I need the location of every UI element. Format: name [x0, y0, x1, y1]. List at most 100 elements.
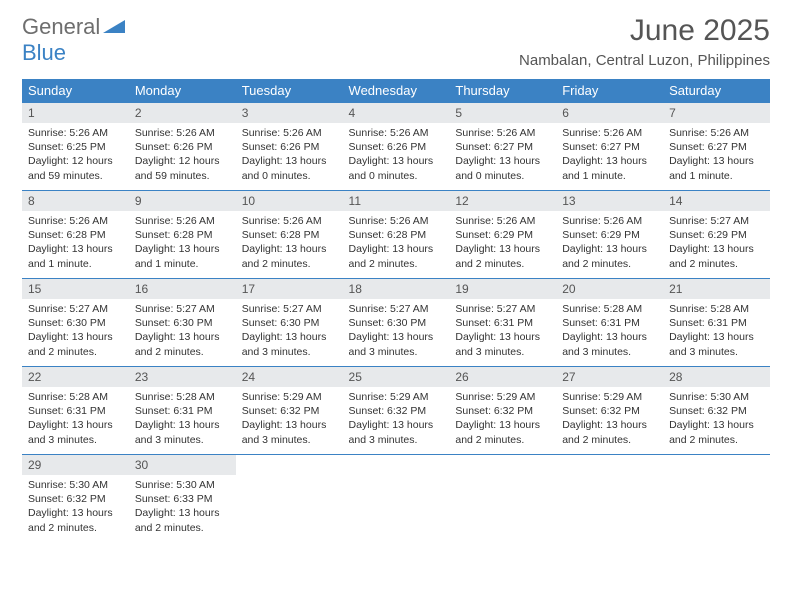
- sunrise-text: Sunrise: 5:26 AM: [349, 126, 444, 140]
- sunset-text: Sunset: 6:33 PM: [135, 492, 230, 506]
- calendar-cell: 20Sunrise: 5:28 AMSunset: 6:31 PMDayligh…: [556, 279, 663, 367]
- day-data: Sunrise: 5:26 AMSunset: 6:27 PMDaylight:…: [556, 123, 663, 189]
- day-number: 8: [22, 191, 129, 211]
- calendar-cell: [556, 455, 663, 543]
- day-number: 18: [343, 279, 450, 299]
- daylight-text: Daylight: 13 hours and 3 minutes.: [242, 330, 337, 358]
- calendar-cell: 23Sunrise: 5:28 AMSunset: 6:31 PMDayligh…: [129, 367, 236, 455]
- calendar-row: 15Sunrise: 5:27 AMSunset: 6:30 PMDayligh…: [22, 279, 770, 367]
- sunset-text: Sunset: 6:32 PM: [562, 404, 657, 418]
- day-data: Sunrise: 5:26 AMSunset: 6:27 PMDaylight:…: [663, 123, 770, 189]
- daylight-text: Daylight: 13 hours and 3 minutes.: [28, 418, 123, 446]
- day-number: 13: [556, 191, 663, 211]
- day-data: Sunrise: 5:26 AMSunset: 6:28 PMDaylight:…: [22, 211, 129, 277]
- day-number: 12: [449, 191, 556, 211]
- calendar-cell: 29Sunrise: 5:30 AMSunset: 6:32 PMDayligh…: [22, 455, 129, 543]
- title-block: June 2025 Nambalan, Central Luzon, Phili…: [519, 14, 770, 69]
- calendar-cell: 15Sunrise: 5:27 AMSunset: 6:30 PMDayligh…: [22, 279, 129, 367]
- calendar-cell: 8Sunrise: 5:26 AMSunset: 6:28 PMDaylight…: [22, 191, 129, 279]
- calendar-cell: 30Sunrise: 5:30 AMSunset: 6:33 PMDayligh…: [129, 455, 236, 543]
- sunset-text: Sunset: 6:27 PM: [562, 140, 657, 154]
- day-data: Sunrise: 5:26 AMSunset: 6:28 PMDaylight:…: [236, 211, 343, 277]
- sunrise-text: Sunrise: 5:26 AM: [28, 126, 123, 140]
- daylight-text: Daylight: 13 hours and 2 minutes.: [28, 330, 123, 358]
- day-number: 24: [236, 367, 343, 387]
- sunset-text: Sunset: 6:32 PM: [349, 404, 444, 418]
- logo: General Blue: [22, 14, 125, 66]
- daylight-text: Daylight: 13 hours and 0 minutes.: [455, 154, 550, 182]
- calendar-cell: 4Sunrise: 5:26 AMSunset: 6:26 PMDaylight…: [343, 103, 450, 191]
- calendar-cell: [343, 455, 450, 543]
- sunrise-text: Sunrise: 5:30 AM: [28, 478, 123, 492]
- sunrise-text: Sunrise: 5:27 AM: [455, 302, 550, 316]
- calendar-row: 29Sunrise: 5:30 AMSunset: 6:32 PMDayligh…: [22, 455, 770, 543]
- day-number: 21: [663, 279, 770, 299]
- weekday-header: Sunday: [22, 79, 129, 103]
- day-data: Sunrise: 5:28 AMSunset: 6:31 PMDaylight:…: [129, 387, 236, 453]
- calendar-cell: 12Sunrise: 5:26 AMSunset: 6:29 PMDayligh…: [449, 191, 556, 279]
- calendar-body: 1Sunrise: 5:26 AMSunset: 6:25 PMDaylight…: [22, 103, 770, 543]
- sunrise-text: Sunrise: 5:28 AM: [28, 390, 123, 404]
- day-data: Sunrise: 5:26 AMSunset: 6:29 PMDaylight:…: [449, 211, 556, 277]
- daylight-text: Daylight: 13 hours and 3 minutes.: [349, 330, 444, 358]
- sunrise-text: Sunrise: 5:26 AM: [135, 126, 230, 140]
- calendar-row: 8Sunrise: 5:26 AMSunset: 6:28 PMDaylight…: [22, 191, 770, 279]
- day-data: Sunrise: 5:26 AMSunset: 6:27 PMDaylight:…: [449, 123, 556, 189]
- day-data: Sunrise: 5:26 AMSunset: 6:28 PMDaylight:…: [343, 211, 450, 277]
- calendar-cell: 9Sunrise: 5:26 AMSunset: 6:28 PMDaylight…: [129, 191, 236, 279]
- sunset-text: Sunset: 6:29 PM: [562, 228, 657, 242]
- day-data: Sunrise: 5:26 AMSunset: 6:28 PMDaylight:…: [129, 211, 236, 277]
- sunset-text: Sunset: 6:26 PM: [135, 140, 230, 154]
- daylight-text: Daylight: 13 hours and 2 minutes.: [669, 242, 764, 270]
- calendar-cell: 3Sunrise: 5:26 AMSunset: 6:26 PMDaylight…: [236, 103, 343, 191]
- calendar-cell: [663, 455, 770, 543]
- calendar-cell: 14Sunrise: 5:27 AMSunset: 6:29 PMDayligh…: [663, 191, 770, 279]
- daylight-text: Daylight: 13 hours and 2 minutes.: [562, 242, 657, 270]
- weekday-header-row: Sunday Monday Tuesday Wednesday Thursday…: [22, 79, 770, 103]
- calendar-cell: 26Sunrise: 5:29 AMSunset: 6:32 PMDayligh…: [449, 367, 556, 455]
- day-data: Sunrise: 5:29 AMSunset: 6:32 PMDaylight:…: [343, 387, 450, 453]
- day-number: 14: [663, 191, 770, 211]
- calendar-cell: 28Sunrise: 5:30 AMSunset: 6:32 PMDayligh…: [663, 367, 770, 455]
- day-number: 15: [22, 279, 129, 299]
- daylight-text: Daylight: 13 hours and 3 minutes.: [455, 330, 550, 358]
- sunrise-text: Sunrise: 5:30 AM: [135, 478, 230, 492]
- sunrise-text: Sunrise: 5:26 AM: [242, 126, 337, 140]
- sunrise-text: Sunrise: 5:29 AM: [562, 390, 657, 404]
- sunrise-text: Sunrise: 5:26 AM: [669, 126, 764, 140]
- day-number: 5: [449, 103, 556, 123]
- sunrise-text: Sunrise: 5:29 AM: [242, 390, 337, 404]
- day-data: Sunrise: 5:29 AMSunset: 6:32 PMDaylight:…: [556, 387, 663, 453]
- calendar-table: Sunday Monday Tuesday Wednesday Thursday…: [22, 79, 770, 543]
- day-number: 11: [343, 191, 450, 211]
- calendar-cell: 18Sunrise: 5:27 AMSunset: 6:30 PMDayligh…: [343, 279, 450, 367]
- day-data: Sunrise: 5:26 AMSunset: 6:25 PMDaylight:…: [22, 123, 129, 189]
- daylight-text: Daylight: 13 hours and 2 minutes.: [669, 418, 764, 446]
- sunset-text: Sunset: 6:30 PM: [135, 316, 230, 330]
- logo-part2: Blue: [22, 40, 66, 65]
- day-data: Sunrise: 5:29 AMSunset: 6:32 PMDaylight:…: [449, 387, 556, 453]
- day-number: 17: [236, 279, 343, 299]
- day-data: Sunrise: 5:30 AMSunset: 6:32 PMDaylight:…: [22, 475, 129, 541]
- sunset-text: Sunset: 6:28 PM: [242, 228, 337, 242]
- day-number: 28: [663, 367, 770, 387]
- calendar-cell: 1Sunrise: 5:26 AMSunset: 6:25 PMDaylight…: [22, 103, 129, 191]
- daylight-text: Daylight: 12 hours and 59 minutes.: [135, 154, 230, 182]
- day-data: Sunrise: 5:27 AMSunset: 6:30 PMDaylight:…: [343, 299, 450, 365]
- day-data: Sunrise: 5:29 AMSunset: 6:32 PMDaylight:…: [236, 387, 343, 453]
- calendar-row: 22Sunrise: 5:28 AMSunset: 6:31 PMDayligh…: [22, 367, 770, 455]
- day-data: Sunrise: 5:26 AMSunset: 6:26 PMDaylight:…: [236, 123, 343, 189]
- day-data: Sunrise: 5:27 AMSunset: 6:31 PMDaylight:…: [449, 299, 556, 365]
- calendar-cell: 16Sunrise: 5:27 AMSunset: 6:30 PMDayligh…: [129, 279, 236, 367]
- day-number: 20: [556, 279, 663, 299]
- sunset-text: Sunset: 6:30 PM: [242, 316, 337, 330]
- weekday-header: Friday: [556, 79, 663, 103]
- day-number: 25: [343, 367, 450, 387]
- location-text: Nambalan, Central Luzon, Philippines: [519, 52, 770, 69]
- calendar-cell: 7Sunrise: 5:26 AMSunset: 6:27 PMDaylight…: [663, 103, 770, 191]
- day-number: 6: [556, 103, 663, 123]
- logo-text: General Blue: [22, 14, 125, 66]
- sunrise-text: Sunrise: 5:29 AM: [455, 390, 550, 404]
- sunset-text: Sunset: 6:32 PM: [669, 404, 764, 418]
- sunset-text: Sunset: 6:29 PM: [669, 228, 764, 242]
